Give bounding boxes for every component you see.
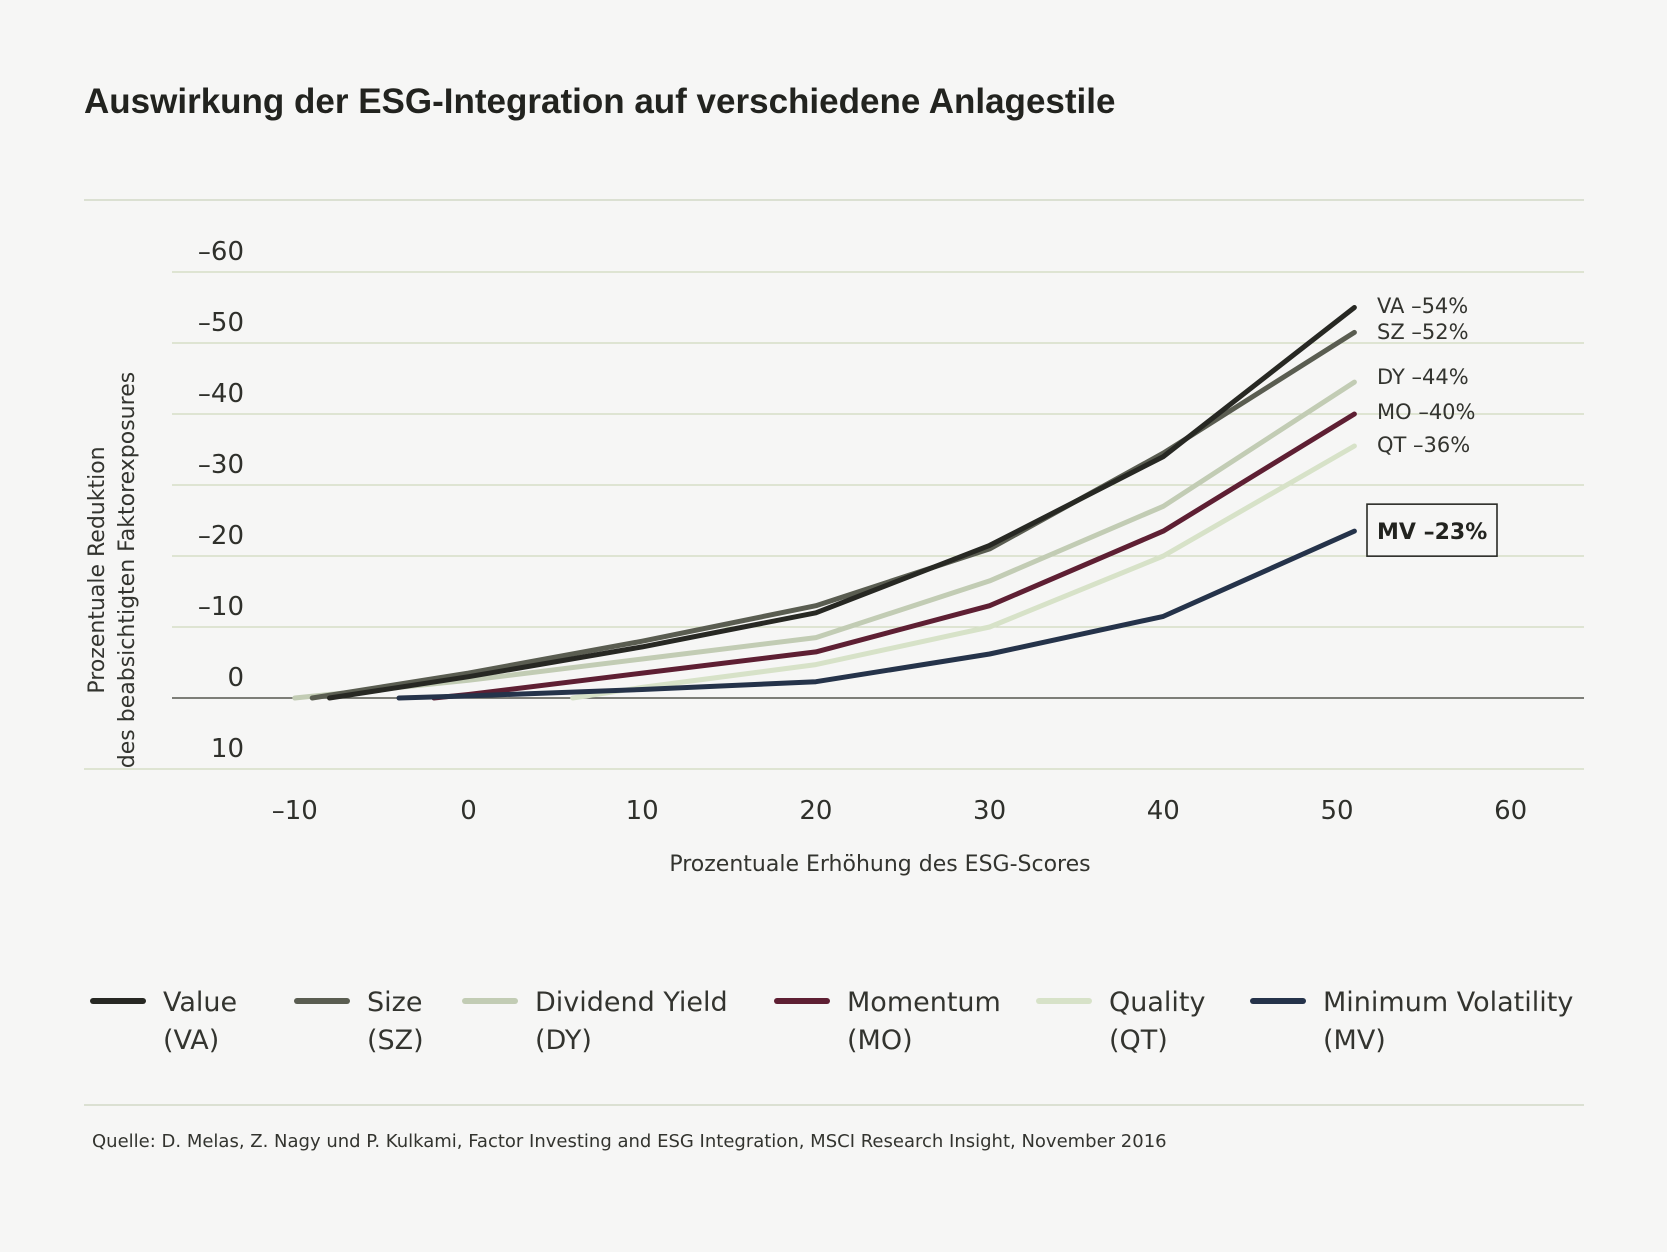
y-axis-label-line2: des beabsichtigten Faktorexposures xyxy=(115,372,140,768)
y-tick-label: 0 xyxy=(227,663,244,693)
legend-label-mv: Minimum Volatility xyxy=(1323,987,1573,1018)
legend-abbr-qt: (QT) xyxy=(1109,1025,1168,1056)
y-tick-label: –50 xyxy=(198,308,244,338)
x-tick-label: 40 xyxy=(1147,796,1180,826)
x-axis-label: Prozentuale Erhöhung des ESG-Scores xyxy=(669,852,1090,877)
y-tick-label: –60 xyxy=(198,237,244,267)
y-tick-label: –40 xyxy=(198,379,244,409)
y-tick-label: –30 xyxy=(198,450,244,480)
legend-abbr-mo: (MO) xyxy=(847,1025,913,1056)
series-line-dy xyxy=(292,379,1357,701)
y-tick-label: –10 xyxy=(198,592,244,622)
x-tick-label: 30 xyxy=(973,796,1006,826)
y-axis-label-line1: Prozentuale Reduktion xyxy=(85,446,110,693)
x-tick-label: 50 xyxy=(1320,796,1353,826)
end-label-qt: QT –36% xyxy=(1377,433,1470,457)
x-tick-labels: –10 0 10 20 30 40 50 60 xyxy=(272,796,1527,826)
end-label-mv: MV –23% xyxy=(1377,520,1487,545)
gridlines xyxy=(84,199,1584,770)
source-note: Quelle: D. Melas, Z. Nagy und P. Kulkami… xyxy=(92,1131,1167,1152)
y-tick-labels: –60 –50 –40 –30 –20 –10 0 10 xyxy=(198,237,244,764)
x-tick-label: –10 xyxy=(272,796,318,826)
series-line-va xyxy=(327,305,1357,701)
end-label-va: VA –54% xyxy=(1377,294,1468,318)
x-tick-label: 20 xyxy=(799,796,832,826)
legend-abbr-dy: (DY) xyxy=(535,1025,592,1056)
end-label-mo: MO –40% xyxy=(1377,400,1476,424)
end-label-sz: SZ –52% xyxy=(1377,320,1469,344)
x-tick-label: 0 xyxy=(460,796,477,826)
legend-label-qt: Quality xyxy=(1109,987,1205,1018)
y-tick-label: 10 xyxy=(211,734,244,764)
chart-title: Auswirkung der ESG-Integration auf versc… xyxy=(84,82,1115,121)
end-label-dy: DY –44% xyxy=(1377,365,1469,389)
legend-abbr-sz: (SZ) xyxy=(367,1025,424,1056)
legend-abbr-va: (VA) xyxy=(163,1025,219,1056)
y-tick-label: –20 xyxy=(198,521,244,551)
x-tick-label: 60 xyxy=(1494,796,1527,826)
series-line-sz xyxy=(309,329,1357,701)
series-end-labels: VA –54%SZ –52% DY –44% MO –40% QT –36% MV –2… xyxy=(1366,294,1498,557)
x-tick-label: 10 xyxy=(626,796,659,826)
legend-label-sz: Size xyxy=(367,987,422,1018)
mv-highlight-box xyxy=(1366,503,1498,557)
series-lines xyxy=(292,305,1357,701)
legend-label-dy: Dividend Yield xyxy=(535,987,728,1018)
legend-label-mo: Momentum xyxy=(847,987,1001,1018)
legend-label-va: Value xyxy=(163,987,237,1018)
legend-abbr-mv: (MV) xyxy=(1323,1025,1386,1056)
series-line-mv xyxy=(396,528,1357,701)
legend: Value (VA) Size (SZ) Dividend Yield (DY) Momen… xyxy=(90,987,1573,1056)
